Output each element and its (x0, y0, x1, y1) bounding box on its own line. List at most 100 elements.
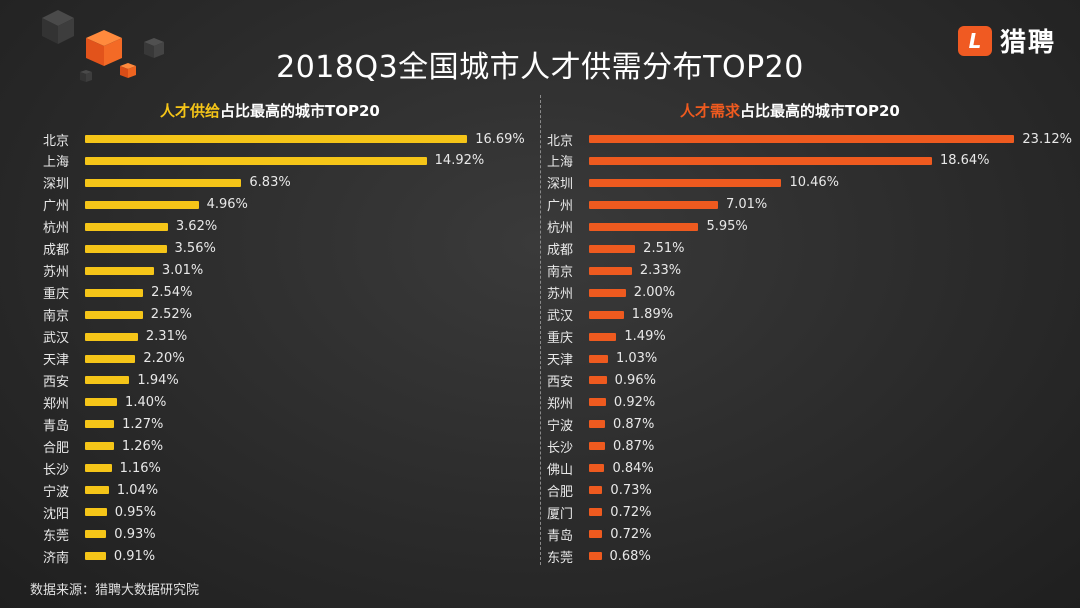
supply-value-label: 1.40% (125, 394, 167, 410)
demand-bar (589, 354, 608, 363)
demand-value-label: 0.87% (613, 416, 655, 432)
demand-bar (589, 420, 605, 429)
demand-row: 厦门 0.72% (547, 501, 652, 523)
demand-row: 西安 0.96% (547, 369, 656, 391)
chart-divider (540, 95, 541, 565)
demand-category-label: 杭州 (547, 221, 574, 237)
supply-bar (85, 156, 427, 165)
supply-bar (85, 376, 130, 385)
demand-chart-title: 人才需求占比最高的城市TOP20 (680, 100, 900, 121)
demand-bar (589, 244, 636, 253)
demand-bar (589, 508, 603, 517)
demand-value-label: 0.87% (613, 438, 655, 454)
supply-bar (85, 398, 118, 407)
demand-bar (589, 156, 932, 165)
demand-value-label: 18.64% (939, 153, 990, 169)
demand-category-label: 上海 (547, 155, 574, 171)
supply-value-label: 2.31% (145, 329, 188, 345)
demand-category-label: 南京 (547, 265, 574, 281)
demand-row: 深圳 10.46% (547, 172, 839, 194)
supply-bar (85, 486, 109, 495)
supply-bar (85, 135, 468, 143)
demand-value-label: 1.03% (615, 351, 658, 366)
demand-value-label: 0.84% (612, 460, 654, 476)
supply-row: 东莞 0.93% (43, 523, 156, 545)
supply-value-label: 0.95% (114, 504, 157, 520)
supply-category-label: 北京 (43, 133, 70, 149)
supply-value-label: 1.94% (137, 372, 179, 388)
supply-category-label: 杭州 (43, 221, 70, 237)
supply-row: 苏州 3.01% (43, 260, 203, 282)
supply-row: 南京 2.52% (43, 304, 192, 326)
supply-row: 青岛 1.27% (43, 413, 163, 435)
supply-row: 深圳 6.83% (43, 172, 291, 194)
supply-row: 成都 3.56% (43, 238, 216, 260)
supply-row: 天津 2.20% (43, 348, 185, 370)
supply-category-label: 长沙 (43, 462, 70, 478)
supply-row: 宁波 1.04% (43, 479, 158, 501)
demand-row: 天津 1.03% (547, 348, 657, 370)
demand-chart-title-highlight: 人才需求 (680, 102, 741, 120)
demand-chart-title-rest: 占比最高的城市TOP20 (740, 102, 900, 120)
demand-value-label: 23.12% (1022, 131, 1072, 147)
demand-bar (589, 178, 782, 187)
supply-value-label: 0.91% (113, 548, 156, 564)
demand-value-label: 0.72% (610, 526, 652, 542)
demand-category-label: 成都 (547, 243, 574, 259)
demand-bar (589, 310, 624, 319)
demand-row: 合肥 0.73% (547, 479, 652, 501)
supply-category-label: 西安 (43, 374, 70, 390)
demand-category-label: 苏州 (547, 287, 574, 303)
supply-value-label: 0.93% (114, 526, 156, 542)
demand-row: 南京 2.33% (547, 260, 681, 282)
demand-row: 北京 23.12% (547, 128, 1072, 150)
supply-category-label: 武汉 (43, 331, 70, 347)
data-source-note: 数据来源：猎聘大数据研究院 (30, 583, 200, 598)
demand-bar (589, 552, 602, 561)
demand-category-label: 重庆 (547, 331, 574, 347)
decorative-cubes-icon (42, 10, 164, 82)
supply-value-label: 14.92% (434, 153, 485, 169)
demand-row: 青岛 0.72% (547, 523, 652, 545)
brand-logo-icon: L (957, 25, 992, 56)
supply-bar (85, 552, 106, 561)
supply-bar (85, 332, 138, 341)
demand-bar (589, 135, 1015, 143)
demand-bar (589, 530, 603, 539)
demand-bar (589, 442, 605, 451)
demand-row: 苏州 2.00% (547, 282, 675, 304)
supply-category-label: 南京 (43, 309, 70, 325)
demand-row: 佛山 0.84% (547, 457, 654, 479)
supply-value-label: 6.83% (249, 175, 291, 191)
supply-category-label: 济南 (43, 550, 70, 566)
supply-row: 西安 1.94% (43, 369, 179, 391)
demand-category-label: 深圳 (547, 177, 574, 193)
supply-bar (85, 178, 242, 187)
supply-value-label: 2.52% (150, 307, 193, 323)
supply-row: 北京 16.69% (43, 128, 525, 150)
demand-bar (589, 332, 617, 341)
demand-bar (589, 266, 632, 275)
demand-row: 宁波 0.87% (547, 413, 654, 435)
demand-bar (589, 376, 607, 385)
supply-row: 上海 14.92% (43, 150, 484, 172)
supply-value-label: 16.69% (475, 131, 525, 147)
supply-row: 重庆 2.54% (43, 282, 192, 304)
supply-bar (85, 310, 143, 319)
demand-bar (589, 200, 718, 209)
demand-value-label: 0.92% (613, 394, 656, 410)
demand-category-label: 武汉 (547, 309, 574, 325)
supply-row: 济南 0.91% (43, 545, 155, 567)
supply-row: 广州 4.96% (43, 194, 248, 216)
demand-category-label: 宁波 (547, 418, 574, 434)
demand-value-label: 7.01% (725, 197, 768, 213)
demand-row: 武汉 1.89% (547, 304, 673, 326)
demand-value-label: 2.33% (639, 263, 682, 279)
supply-chart-title: 人才供给占比最高的城市TOP20 (160, 100, 380, 121)
supply-row: 杭州 3.62% (43, 216, 217, 238)
demand-value-label: 0.96% (614, 372, 656, 388)
demand-bar (589, 398, 606, 407)
supply-chart-title-rest: 占比最高的城市TOP20 (220, 102, 380, 120)
supply-row: 沈阳 0.95% (43, 501, 156, 523)
demand-bar (589, 464, 605, 473)
